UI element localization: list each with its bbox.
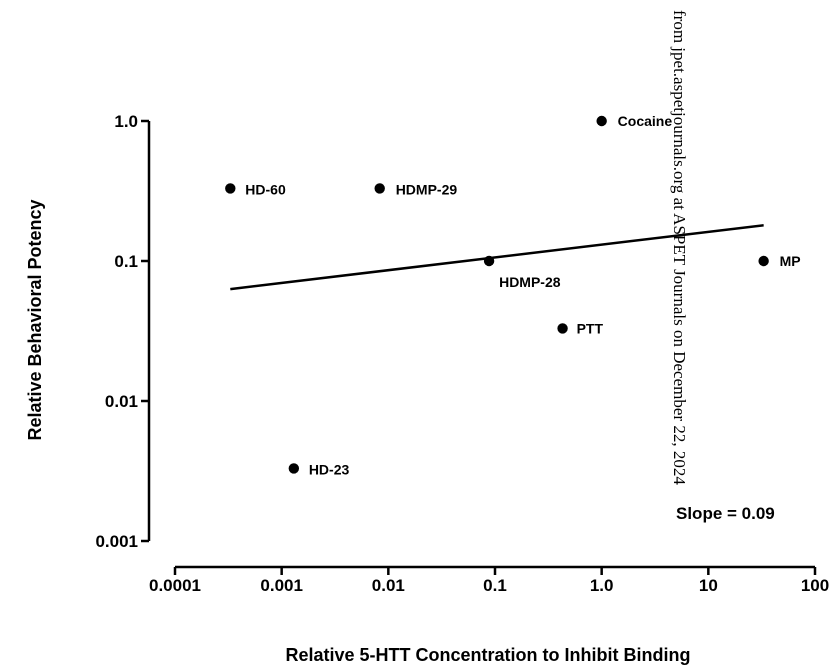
x-tick-label: 100 <box>801 576 829 595</box>
regression-line-group <box>230 224 764 291</box>
data-point-label: Cocaine <box>618 113 673 129</box>
watermark-text: from jpet.aspetjournals.org at ASPET Jou… <box>670 10 689 485</box>
data-point <box>483 255 495 267</box>
slope-annotation: Slope = 0.09 <box>676 504 775 523</box>
x-tick-label: 10 <box>699 576 718 595</box>
x-axis-title: Relative 5-HTT Concentration to Inhibit … <box>286 645 691 665</box>
data-point <box>758 255 769 267</box>
x-tick-label: 0.001 <box>260 576 303 595</box>
data-point-label: HD-23 <box>309 461 350 477</box>
x-tick-label: 1.0 <box>590 576 614 595</box>
data-point-label: HDMP-29 <box>396 181 458 197</box>
x-axis: 0.0001 0.001 0.01 0.1 1.0 10 100 <box>149 565 829 595</box>
y-axis: 0.001 0.01 0.1 1.0 <box>95 112 151 551</box>
data-point <box>288 463 300 474</box>
data-point-label: HD-60 <box>245 181 286 197</box>
x-tick-label: 0.0001 <box>149 576 201 595</box>
x-tick-label: 0.1 <box>483 576 507 595</box>
regression-line <box>230 224 764 291</box>
data-point <box>225 183 236 194</box>
data-point-label: HDMP-28 <box>499 274 561 290</box>
data-point <box>374 183 385 194</box>
y-tick-label: 0.01 <box>105 392 138 411</box>
data-point-label: MP <box>780 253 801 269</box>
x-tick-label: 0.01 <box>372 576 405 595</box>
y-tick-label: 1.0 <box>114 112 138 131</box>
y-tick-label: 0.1 <box>114 252 138 271</box>
y-axis-title: Relative Behavioral Potency <box>25 199 45 440</box>
y-tick-label: 0.001 <box>95 532 138 551</box>
data-points: Cocaine HD-60 HDMP-29 HDMP-28 MP PTT HD-23 <box>225 113 801 477</box>
data-point <box>596 115 607 127</box>
data-point <box>557 323 568 334</box>
data-point-label: PTT <box>577 320 604 336</box>
